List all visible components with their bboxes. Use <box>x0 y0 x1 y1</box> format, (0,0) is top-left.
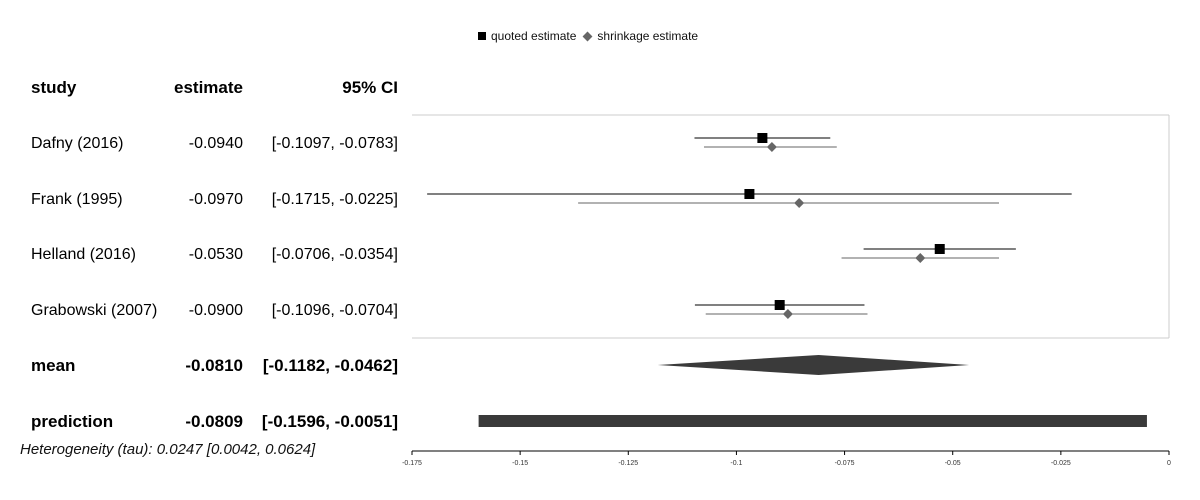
x-axis-tick-label: -0.15 <box>512 460 528 467</box>
x-axis-tick-label: -0.075 <box>835 460 855 467</box>
header-study: study <box>31 78 77 97</box>
study-estimate: -0.0530 <box>188 246 243 263</box>
quoted-estimate-point <box>934 244 945 254</box>
x-axis-tick-label: -0.1 <box>730 460 742 467</box>
shrinkage-estimate-point <box>794 198 805 208</box>
legend-label-quoted: quoted estimate <box>491 29 577 43</box>
study-estimate: -0.0940 <box>188 135 243 152</box>
legend: quoted estimate shrinkage estimate <box>478 28 704 44</box>
mean-estimate: -0.0810 <box>185 356 243 375</box>
x-axis-tick-label: -0.125 <box>618 460 638 467</box>
shrinkage-estimate-point <box>766 142 777 152</box>
mean-label: mean <box>31 356 76 375</box>
quoted-estimate-point <box>744 189 755 199</box>
x-axis-tick-label: -0.025 <box>1051 460 1071 467</box>
mean-ci: [-0.1182, -0.0462] <box>262 356 398 375</box>
study-name: Grabowski (2007) <box>31 302 158 319</box>
quoted-estimate-point <box>757 133 768 143</box>
x-axis-tick-label: -0.175 <box>402 460 422 467</box>
heterogeneity-note: Heterogeneity (tau): 0.0247 [0.0042, 0.0… <box>20 441 316 458</box>
study-name: Helland (2016) <box>31 246 136 263</box>
study-ci: [-0.1097, -0.0783] <box>271 135 398 152</box>
square-marker-icon <box>478 32 486 40</box>
study-name: Frank (1995) <box>31 191 123 208</box>
study-name: Dafny (2016) <box>31 135 124 152</box>
prediction-label: prediction <box>31 412 114 431</box>
prediction-estimate: -0.0809 <box>185 412 243 431</box>
shrinkage-estimate-point <box>782 309 793 319</box>
study-estimate: -0.0900 <box>188 302 243 319</box>
legend-item-quoted: quoted estimate <box>478 29 576 43</box>
prediction-ci: [-0.1596, -0.0051] <box>261 412 398 431</box>
shrinkage-estimate-point <box>915 253 926 263</box>
x-axis-tick-label: 0 <box>1167 460 1171 467</box>
header-estimate: estimate <box>174 78 243 97</box>
legend-label-shrinkage: shrinkage estimate <box>597 29 699 43</box>
study-ci: [-0.1096, -0.0704] <box>271 302 398 319</box>
study-ci: [-0.0706, -0.0354] <box>271 246 398 263</box>
x-axis-tick-label: -0.05 <box>945 460 961 467</box>
mean-diamond <box>657 355 970 375</box>
quoted-estimate-point <box>774 300 785 310</box>
legend-item-shrinkage: shrinkage estimate <box>582 29 698 43</box>
header-ci: 95% CI <box>342 78 398 97</box>
study-ci: [-0.1715, -0.0225] <box>271 191 398 208</box>
study-estimate: -0.0970 <box>188 191 243 208</box>
prediction-interval-bar <box>478 415 1147 427</box>
